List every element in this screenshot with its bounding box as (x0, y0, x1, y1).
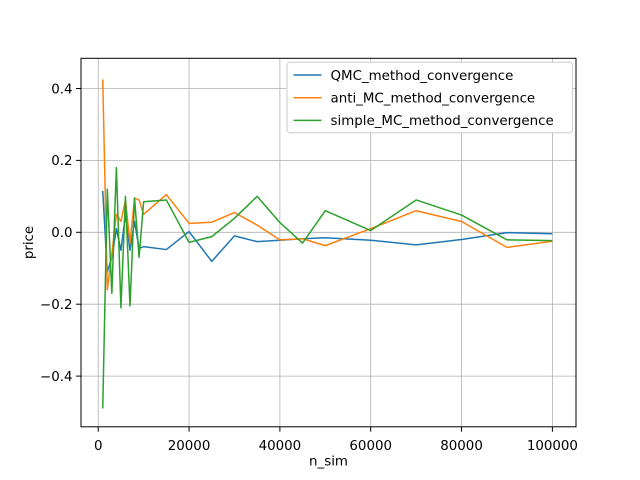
series-line-QMC_method_convergence (102, 190, 553, 273)
series-line-anti_MC_method_convergence (102, 79, 553, 291)
x-tick-label: 60000 (349, 439, 392, 454)
legend-box (286, 61, 573, 134)
legend: QMC_method_convergence anti_MC_method_con… (286, 61, 573, 134)
x-tick-label: 40000 (259, 439, 302, 454)
x-tick-label: 80000 (440, 439, 483, 454)
y-tick-label: −0.2 (40, 298, 73, 313)
x-tick-label: 20000 (168, 439, 211, 454)
legend-label: simple_MC_method_convergence (331, 114, 554, 129)
legend-label: QMC_method_convergence (331, 69, 514, 84)
legend-entry: anti_MC_method_convergence (293, 92, 536, 107)
legend-label: anti_MC_method_convergence (331, 92, 536, 107)
x-axis-label: n_sim (309, 455, 348, 470)
y-tick-label: −0.4 (40, 370, 73, 385)
tick-layer: 0 20000 40000 60000 80000 100000 −0.4 −0.2 0.0 0.… (40, 82, 578, 454)
x-tick-label: 0 (94, 439, 103, 454)
y-tick-label: 0.4 (51, 82, 72, 97)
y-tick-label: 0.0 (51, 226, 72, 241)
legend-entry: QMC_method_convergence (293, 69, 514, 84)
y-tick-label: 0.2 (51, 154, 72, 169)
x-tick-label: 100000 (527, 439, 578, 454)
legend-entry: simple_MC_method_convergence (293, 114, 554, 129)
axes-spines (80, 57, 577, 428)
y-axis-label: price (22, 226, 37, 259)
series-line-simple_MC_method_convergence (102, 166, 553, 409)
series-layer (102, 79, 553, 409)
